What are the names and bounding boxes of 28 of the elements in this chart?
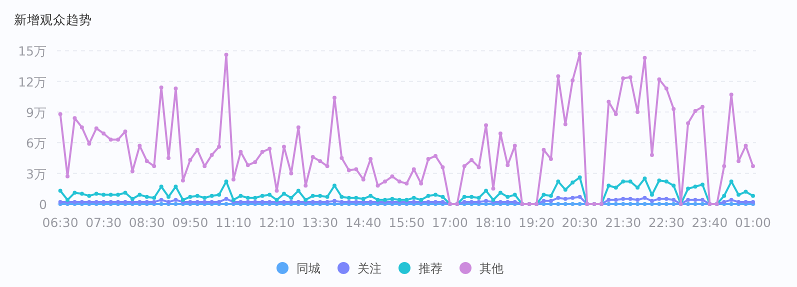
legend-label: 同城 <box>296 262 320 276</box>
x-tick-label: 19:20 <box>518 215 555 230</box>
x-tick-label: 07:30 <box>86 215 122 230</box>
x-tick-label: 06:30 <box>42 215 78 230</box>
x-tick-label: 17:00 <box>432 215 468 230</box>
legend-label: 其他 <box>480 262 504 276</box>
y-tick-label: 12万 <box>18 74 47 90</box>
x-tick-label: 21:30 <box>605 215 642 230</box>
y-tick-label: 6万 <box>26 136 47 151</box>
y-tick-label: 0 <box>39 197 48 212</box>
chart-title: 新增观众趋势 <box>14 12 92 27</box>
y-tick-label: 9万 <box>26 105 47 120</box>
x-tick-label: 18:10 <box>475 215 512 230</box>
x-tick-label: 15:50 <box>388 215 425 230</box>
x-tick-label: 11:10 <box>215 215 252 230</box>
x-tick-label: 08:30 <box>128 215 165 230</box>
x-tick-label: 01:00 <box>734 215 772 230</box>
x-tick-label: 23:40 <box>692 215 728 230</box>
y-tick-label: 3万 <box>26 166 47 182</box>
x-tick-label: 09:50 <box>172 215 208 230</box>
x-tick-label: 14:40 <box>345 215 382 230</box>
x-tick-label: 22:30 <box>648 215 684 230</box>
x-tick-label: 13:30 <box>302 215 338 230</box>
x-tick-label: 20:30 <box>562 215 598 230</box>
y-tick-label: 15万 <box>18 44 47 59</box>
legend-label: 关注 <box>358 262 382 276</box>
x-tick-label: 12:10 <box>258 215 295 230</box>
legend-label: 推荐 <box>418 262 442 276</box>
